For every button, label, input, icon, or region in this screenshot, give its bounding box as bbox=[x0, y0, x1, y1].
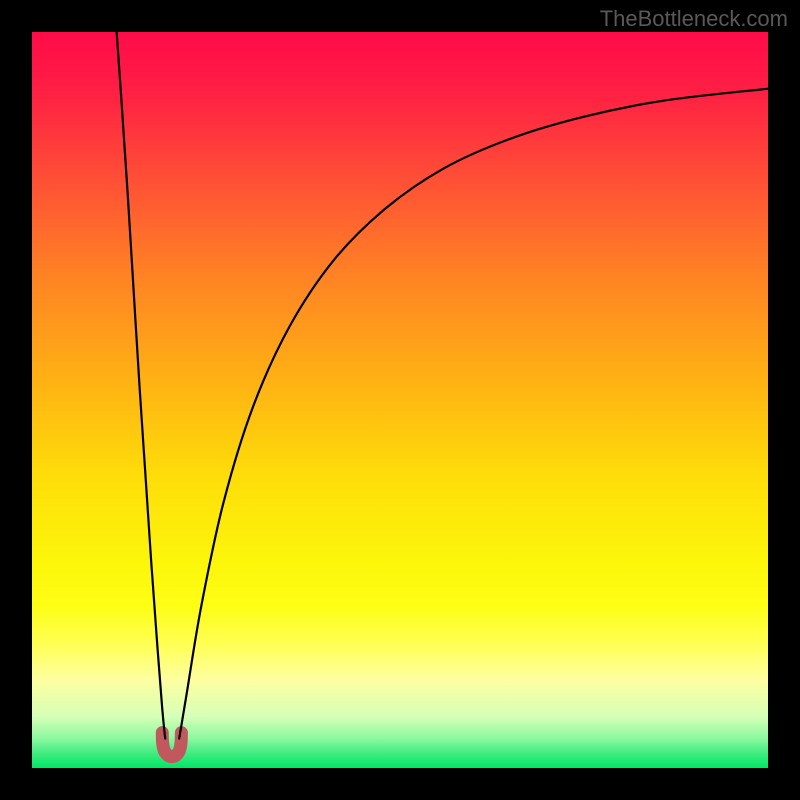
watermark-text: TheBottleneck.com bbox=[600, 6, 788, 32]
bottleneck-chart bbox=[0, 0, 800, 800]
stage: TheBottleneck.com bbox=[0, 0, 800, 800]
plot-background-gradient bbox=[32, 32, 768, 768]
